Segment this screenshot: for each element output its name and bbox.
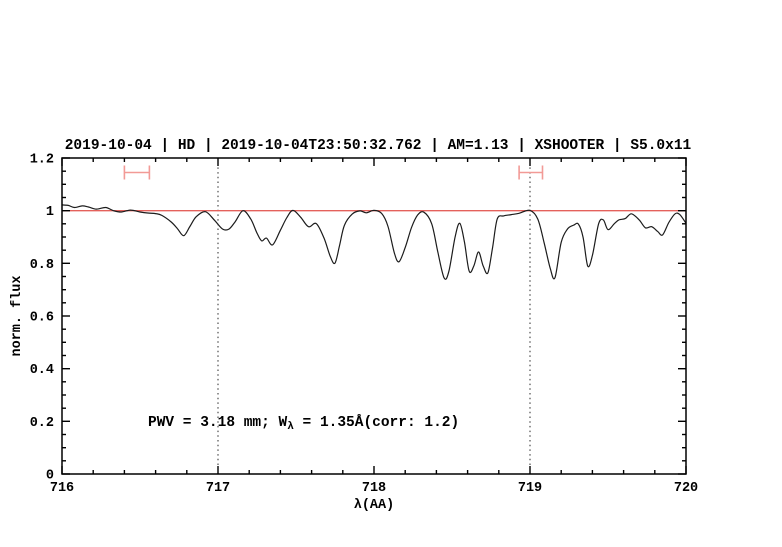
y-axis-label: norm. flux <box>10 275 25 356</box>
y-tick-label: 0.2 <box>30 416 54 431</box>
y-tick-label: 1.2 <box>30 153 54 168</box>
y-tick-label: 0 <box>46 469 54 484</box>
x-tick-label: 717 <box>206 481 230 496</box>
pwv-annotation: PWV = 3.18 mm; Wλ = 1.35Å(corr: 1.2) <box>148 414 459 433</box>
y-tick-label: 0.4 <box>30 363 54 378</box>
x-tick-label: 719 <box>518 481 542 496</box>
spectrum-line <box>61 204 687 280</box>
pwv-annotation-suffix: = 1.35Å(corr: 1.2) <box>294 414 459 431</box>
pwv-annotation-subscript: λ <box>287 421 294 433</box>
y-tick-label: 1 <box>46 205 54 220</box>
y-tick-label: 0.8 <box>30 258 54 273</box>
x-axis-label: λ(AA) <box>354 498 395 513</box>
x-tick-label: 716 <box>50 481 74 496</box>
pwv-annotation-prefix: PWV = 3.18 mm; W <box>148 415 288 431</box>
x-tick-label: 720 <box>674 481 698 496</box>
plot-area: 716 717 718 719 720 0 0.2 0.4 0.6 0.8 1 1.2 <box>30 153 698 497</box>
chart-title: 2019-10-04 | HD | 2019-10-04T23:50:32.76… <box>65 138 692 154</box>
x-tick-label: 718 <box>362 481 386 496</box>
y-tick-label: 0.6 <box>30 311 54 326</box>
